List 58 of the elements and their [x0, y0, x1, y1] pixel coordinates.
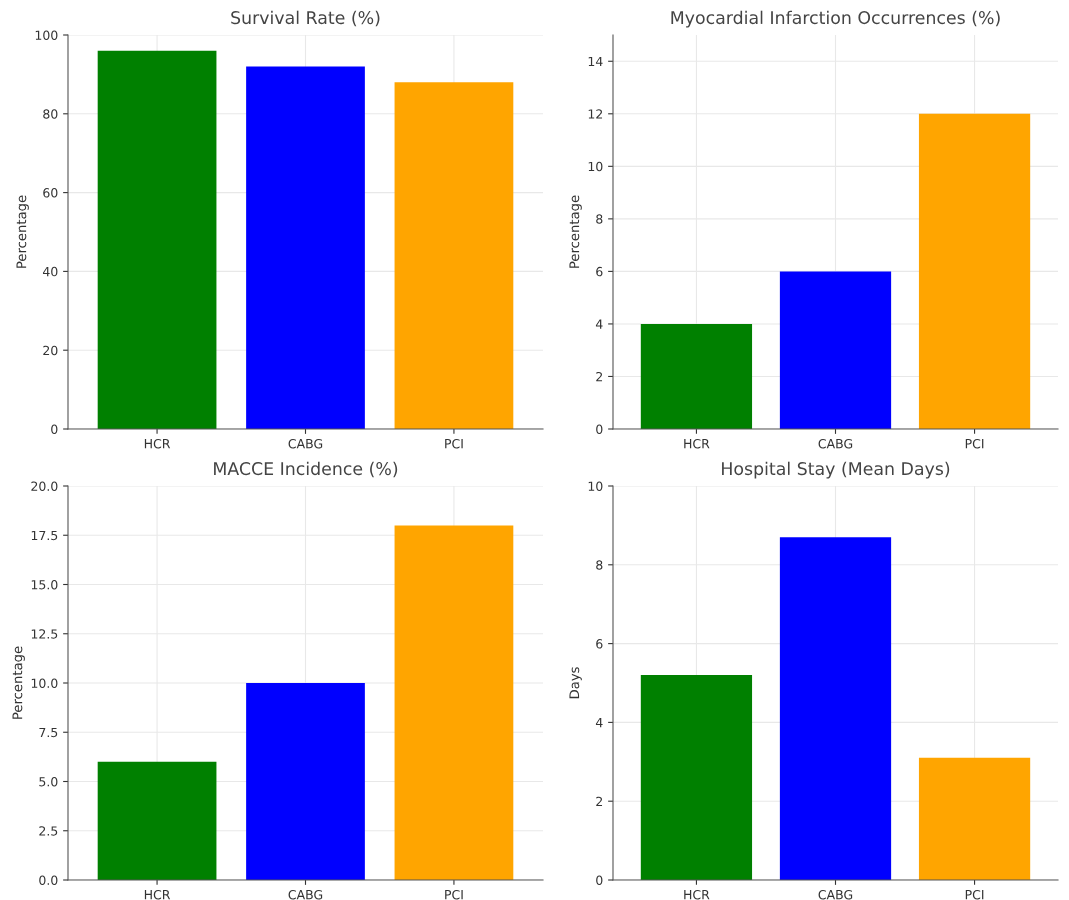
chart-title: MACCE Incidence (%)	[214, 461, 398, 478]
y-tick-label: 2	[596, 371, 603, 382]
y-tick-label: 2	[596, 796, 603, 806]
y-tick-label: 14	[588, 56, 603, 67]
y-tick-label: 5.0	[39, 776, 58, 787]
y-tick-label: 0	[596, 424, 603, 434]
y-axis-title: Days	[569, 667, 582, 699]
x-tick-label: PCI	[445, 438, 463, 449]
y-tick-label: 6	[596, 639, 603, 649]
y-tick-label: 20.0	[31, 481, 58, 491]
y-tick-label: 12	[588, 109, 603, 119]
y-tick-label: 2.5	[39, 826, 58, 836]
x-tick-label: CABG	[288, 889, 323, 900]
y-tick-label: 100	[35, 30, 58, 40]
bar	[394, 525, 514, 880]
y-tick-label: 4	[595, 718, 603, 728]
y-tick-label: 0.0	[39, 875, 58, 885]
x-tick-label: CABG	[818, 438, 853, 449]
x-tick-label: PCI	[965, 889, 984, 900]
bar	[918, 757, 1031, 880]
x-tick-label: CABG	[288, 438, 323, 449]
bar	[918, 113, 1031, 429]
x-tick-label: CABG	[818, 889, 853, 900]
chart-title: Survival Rate (%)	[231, 10, 380, 27]
y-tick-label: 10.0	[31, 678, 58, 688]
bar	[640, 323, 753, 429]
y-tick-label: 15.0	[31, 579, 58, 590]
y-axis-title: Percentage	[12, 646, 25, 719]
y-tick-label: 60	[43, 188, 58, 198]
y-tick-label: 7.5	[39, 727, 58, 738]
x-tick-label: HCR	[144, 438, 171, 449]
x-tick-label: HCR	[684, 889, 710, 900]
y-tick-label: 6	[596, 266, 603, 277]
x-tick-label: PCI	[445, 889, 463, 900]
y-tick-label: 0	[596, 875, 603, 885]
y-tick-label: 8	[596, 560, 603, 570]
bar	[779, 537, 892, 880]
y-tick-label: 10	[588, 161, 603, 172]
chart-title: Myocardial Infarction Occurrences (%)	[671, 10, 1000, 28]
y-tick-label: 80	[43, 109, 58, 119]
y-tick-label: 17.5	[31, 530, 58, 541]
bar	[246, 683, 365, 880]
bar	[779, 271, 892, 429]
y-tick-label: 12.5	[31, 629, 58, 639]
bar	[640, 675, 753, 880]
y-tick-label: 10	[588, 481, 603, 491]
y-tick-label: 8	[596, 214, 603, 224]
y-axis-title: Percentage	[569, 195, 582, 268]
y-tick-label: 40	[42, 266, 58, 277]
y-tick-label: 4	[595, 319, 603, 329]
y-tick-label: 0	[51, 424, 58, 434]
x-tick-label: HCR	[684, 438, 710, 449]
y-tick-label: 20	[43, 345, 58, 356]
x-tick-label: PCI	[965, 438, 984, 449]
chart-title: Hospital Stay (Mean Days)	[722, 461, 950, 479]
y-axis-title: Percentage	[16, 195, 29, 268]
bar	[97, 761, 217, 880]
x-tick-label: HCR	[144, 889, 171, 900]
